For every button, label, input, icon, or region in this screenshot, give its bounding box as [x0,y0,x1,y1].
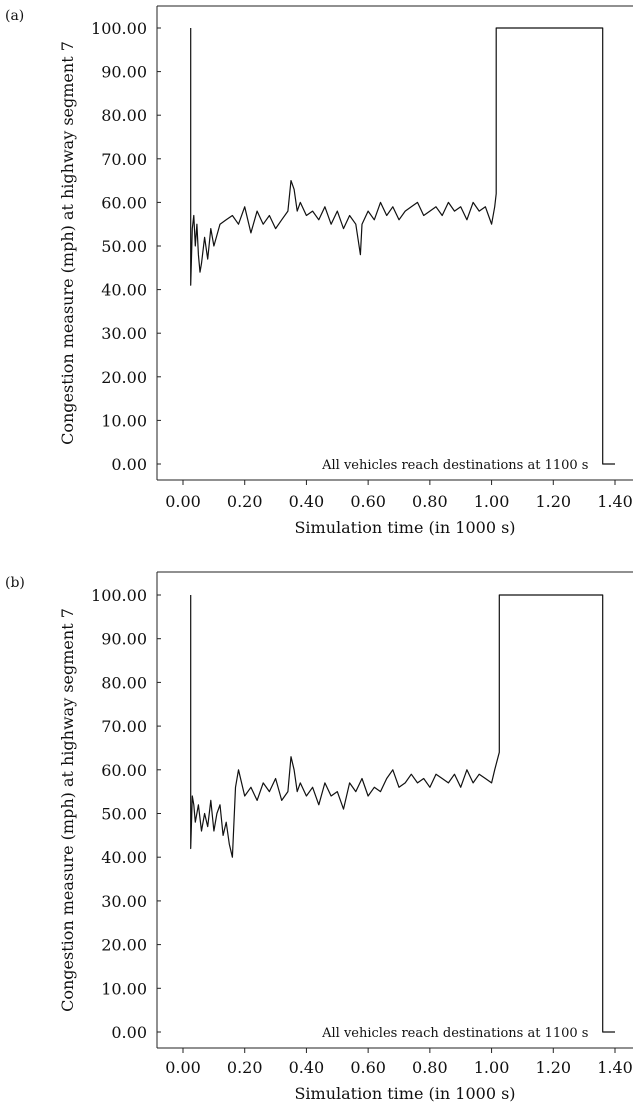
y-tick-label: 10.00 [101,411,147,430]
panel-label: (a) [5,8,24,24]
annotation-text: All vehicles reach destinations at 1100 … [321,1026,588,1041]
annotation-text: All vehicles reach destinations at 1100 … [321,458,588,473]
x-tick-label: 1.20 [535,1058,571,1077]
x-tick-label: 1.00 [474,1058,510,1077]
x-tick-label: 0.20 [227,492,263,511]
series-line [190,27,615,465]
x-tick-label: 0.00 [165,492,201,511]
y-axis-label: Congestion measure (mph) at highway segm… [58,608,77,1012]
x-tick-label: 0.40 [289,492,325,511]
y-axis-label: Congestion measure (mph) at highway segm… [58,41,77,445]
y-tick-label: 60.00 [101,193,147,212]
x-tick-label: 0.60 [350,1058,386,1077]
x-tick-label: 1.00 [474,492,510,511]
x-axis-label: Simulation time (in 1000 s) [294,518,515,537]
x-tick-label: 0.20 [227,1058,263,1077]
y-tick-label: 20.00 [101,368,147,387]
x-tick-label: 1.20 [535,492,571,511]
y-tick-label: 40.00 [101,281,147,300]
y-tick-label: 40.00 [101,848,147,867]
y-tick-label: 20.00 [101,936,147,955]
x-tick-label: 1.40 [597,492,633,511]
y-tick-label: 90.00 [101,630,147,649]
x-tick-label: 0.60 [350,492,386,511]
panel-label: (b) [5,575,25,591]
x-tick-label: 1.40 [597,1058,633,1077]
y-tick-label: 80.00 [101,673,147,692]
y-tick-label: 100.00 [91,19,147,38]
panel-a: (a) 0.00 10.00 20.00 30.00 40.00 50.00 60.00 70.… [5,5,633,537]
y-tick-label: 30.00 [101,324,147,343]
x-tick-label: 0.80 [412,492,448,511]
y-tick-label: 90.00 [101,63,147,82]
y-tick-label: 60.00 [101,761,147,780]
y-tick-label: 80.00 [101,106,147,125]
series-line [190,594,615,1033]
y-tick-label: 70.00 [101,150,147,169]
y-tick-label: 70.00 [101,717,147,736]
x-axis-label: Simulation time (in 1000 s) [294,1084,515,1103]
y-tick-label: 0.00 [111,455,147,474]
x-tick-label: 0.40 [289,1058,325,1077]
y-tick-label: 50.00 [101,805,147,824]
y-tick-label: 10.00 [101,979,147,998]
y-tick-label: 30.00 [101,892,147,911]
y-tick-label: 100.00 [91,586,147,605]
y-tick-label: 50.00 [101,237,147,256]
x-tick-label: 0.80 [412,1058,448,1077]
panel-b: (b) 0.00 10.00 20.00 30.00 40.00 50.00 60.00 70.… [5,571,633,1103]
y-tick-label: 0.00 [111,1023,147,1042]
x-tick-label: 0.00 [165,1058,201,1077]
